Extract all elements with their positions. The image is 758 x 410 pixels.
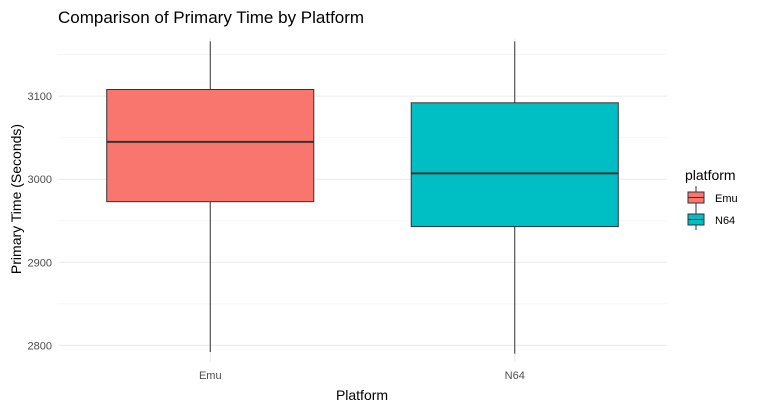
x-tick-label: Emu xyxy=(199,370,222,382)
y-axis-title: Primary Time (Seconds) xyxy=(8,124,24,274)
legend-label: Emu xyxy=(715,193,738,205)
x-tick-label: N64 xyxy=(505,370,525,382)
y-tick-label: 2900 xyxy=(28,257,52,269)
y-tick-label: 2800 xyxy=(28,340,52,352)
box-emu xyxy=(106,41,315,353)
y-tick-label: 3000 xyxy=(28,174,52,186)
legend-key-emu xyxy=(687,186,705,208)
y-axis-ticks: 2800 2900 3000 3100 xyxy=(28,91,52,352)
boxes xyxy=(106,41,619,354)
chart-title: Comparison of Primary Time by Platform xyxy=(58,8,364,27)
x-axis-title: Platform xyxy=(336,387,388,403)
box-n64 xyxy=(410,41,619,354)
box-body xyxy=(106,89,315,203)
box-body xyxy=(410,102,619,228)
legend: platform Emu N64 xyxy=(685,167,738,230)
y-tick-label: 3100 xyxy=(28,91,52,103)
x-axis-ticks: Emu N64 xyxy=(199,370,525,382)
legend-key-n64 xyxy=(687,208,705,230)
legend-title: platform xyxy=(685,167,736,183)
legend-label: N64 xyxy=(715,215,735,227)
